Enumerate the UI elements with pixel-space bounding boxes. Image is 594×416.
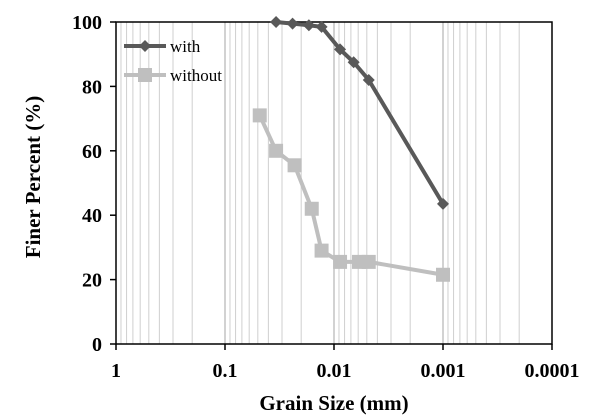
data-point-without <box>287 158 302 173</box>
series-with <box>270 16 449 210</box>
x-tick-label: 0.0001 <box>525 360 580 382</box>
y-axis-title: Finer Percent (%) <box>21 96 45 259</box>
data-point-without <box>361 254 376 269</box>
x-tick-label: 1 <box>111 360 121 382</box>
data-point-with <box>315 20 328 33</box>
y-tick-label: 80 <box>82 76 102 98</box>
legend-label-with: with <box>170 37 201 56</box>
x-axis-ticks: 1 0.1 0.01 0.001 0.0001 <box>111 344 580 382</box>
data-point-without <box>304 201 319 216</box>
x-axis-title: Grain Size (mm) <box>259 391 408 415</box>
data-point-without <box>252 108 267 123</box>
x-tick-label: 0.1 <box>213 360 238 382</box>
y-tick-label: 100 <box>72 12 102 34</box>
y-axis-ticks: 0 20 40 60 80 100 <box>72 12 116 356</box>
data-point-with <box>347 56 360 69</box>
data-point-without <box>333 254 348 269</box>
y-tick-label: 60 <box>82 141 102 163</box>
data-point-without <box>269 143 284 158</box>
x-tick-label: 0.01 <box>317 360 352 382</box>
x-tick-label: 0.001 <box>421 360 466 382</box>
data-point-with <box>362 73 375 86</box>
y-tick-label: 0 <box>92 334 102 356</box>
data-point-with <box>302 19 315 32</box>
data-point-with <box>437 197 449 210</box>
legend: with without <box>124 37 222 85</box>
data-point-without <box>314 243 329 258</box>
y-tick-label: 20 <box>82 270 102 292</box>
series-without <box>252 108 450 282</box>
legend-label-without: without <box>170 66 222 85</box>
legend-marker-without <box>138 68 152 82</box>
data-series <box>252 16 450 282</box>
legend-marker-with <box>139 40 151 52</box>
data-point-with <box>334 43 347 56</box>
data-point-with <box>286 17 299 30</box>
data-point-with <box>270 16 283 28</box>
data-point-without <box>436 267 450 282</box>
y-tick-label: 40 <box>82 205 102 227</box>
